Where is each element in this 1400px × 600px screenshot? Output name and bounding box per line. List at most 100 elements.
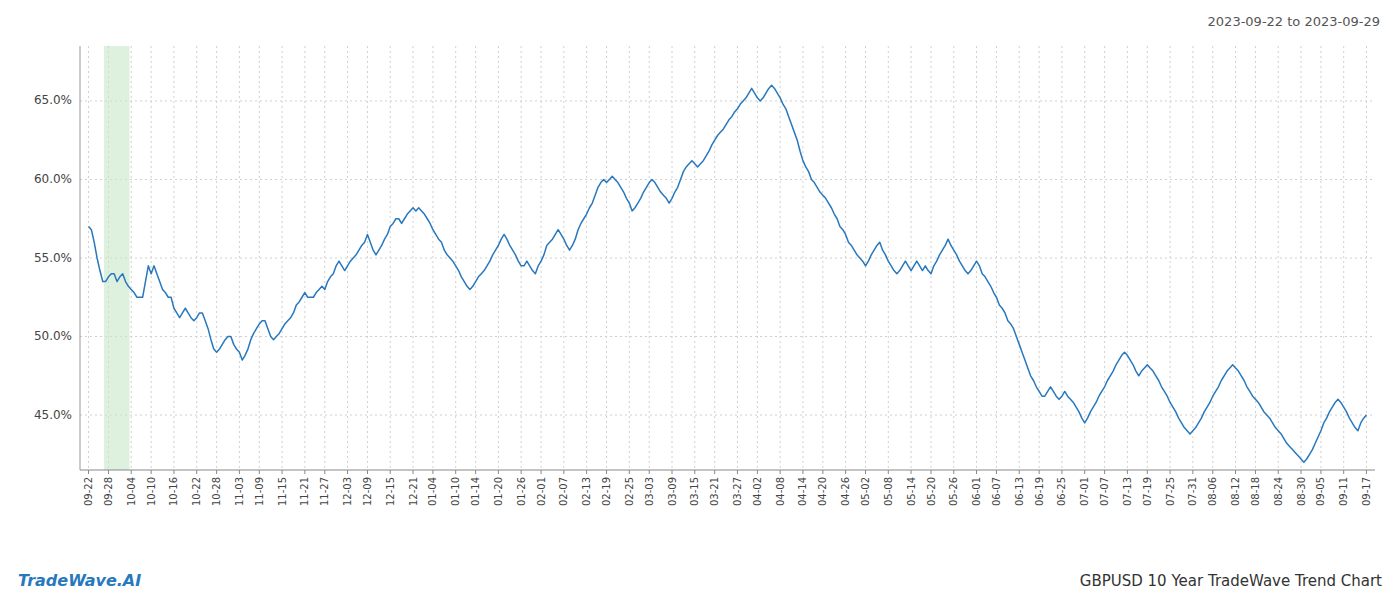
x-tick <box>216 470 217 474</box>
x-tick <box>1235 470 1236 474</box>
x-tick <box>1019 470 1020 474</box>
y-axis-line <box>80 46 81 470</box>
x-tick-label: 12-03 <box>342 477 353 506</box>
x-grid-line <box>629 46 630 470</box>
x-grid-line <box>521 46 522 470</box>
y-grid-line <box>80 258 1375 259</box>
x-grid-line <box>757 46 758 470</box>
x-tick <box>324 470 325 474</box>
x-tick <box>757 470 758 474</box>
x-tick-label: 02-25 <box>624 477 635 506</box>
x-tick <box>1255 470 1256 474</box>
x-grid-line <box>1366 46 1367 470</box>
x-tick-label: 10-22 <box>191 477 202 506</box>
x-tick <box>714 470 715 474</box>
x-grid-line <box>1104 46 1105 470</box>
x-tick <box>780 470 781 474</box>
x-grid-line <box>498 46 499 470</box>
x-tick <box>1104 470 1105 474</box>
x-grid-line <box>347 46 348 470</box>
x-tick-label: 03-15 <box>689 477 700 506</box>
x-tick-label: 07-13 <box>1122 477 1133 506</box>
x-tick-label: 09-17 <box>1361 477 1372 506</box>
x-tick <box>672 470 673 474</box>
x-tick <box>1127 470 1128 474</box>
x-tick-label: 06-25 <box>1056 477 1067 506</box>
x-grid-line <box>802 46 803 470</box>
x-tick <box>108 470 109 474</box>
x-tick-label: 02-13 <box>581 477 592 506</box>
x-tick-label: 09-05 <box>1315 477 1326 506</box>
x-grid-line <box>88 46 89 470</box>
x-tick-label: 05-26 <box>948 477 959 506</box>
x-tick <box>911 470 912 474</box>
x-tick <box>953 470 954 474</box>
x-grid-line <box>780 46 781 470</box>
x-tick-label: 10-16 <box>168 477 179 506</box>
x-tick-label: 01-04 <box>427 477 438 506</box>
x-tick <box>347 470 348 474</box>
x-grid-line <box>1061 46 1062 470</box>
x-grid-line <box>196 46 197 470</box>
highlight-band <box>104 46 130 470</box>
x-tick <box>367 470 368 474</box>
title: 2023-09-22 to 2023-09-29 <box>1208 14 1380 29</box>
x-tick-label: 05-02 <box>860 477 871 506</box>
x-tick-label: 10-28 <box>211 477 222 506</box>
x-tick <box>196 470 197 474</box>
x-tick-label: 03-03 <box>644 477 655 506</box>
x-tick <box>606 470 607 474</box>
x-grid-line <box>996 46 997 470</box>
x-tick <box>931 470 932 474</box>
x-tick <box>1212 470 1213 474</box>
x-tick-label: 05-20 <box>926 477 937 506</box>
x-tick-label: 12-09 <box>362 477 373 506</box>
chart-name-annotation: GBPUSD 10 Year TradeWave Trend Chart <box>1080 572 1382 590</box>
x-tick-label: 08-18 <box>1250 477 1261 506</box>
x-grid-line <box>541 46 542 470</box>
x-tick-label: 06-07 <box>991 477 1002 506</box>
y-tick-label: 65.0% <box>34 93 72 107</box>
x-tick <box>563 470 564 474</box>
x-tick <box>151 470 152 474</box>
x-axis-line <box>80 470 1375 471</box>
x-grid-line <box>390 46 391 470</box>
x-grid-line <box>432 46 433 470</box>
x-grid-line <box>563 46 564 470</box>
x-tick-label: 01-10 <box>450 477 461 506</box>
x-tick-label: 07-19 <box>1142 477 1153 506</box>
x-grid-line <box>1235 46 1236 470</box>
x-tick <box>1343 470 1344 474</box>
x-grid-line <box>1084 46 1085 470</box>
x-tick <box>475 470 476 474</box>
x-grid-line <box>1147 46 1148 470</box>
x-tick <box>521 470 522 474</box>
chart: 45.0%50.0%55.0%60.0%65.0%09-2209-2810-04… <box>0 0 1400 600</box>
x-tick-label: 05-14 <box>906 477 917 506</box>
x-grid-line <box>822 46 823 470</box>
x-grid-line <box>1019 46 1020 470</box>
x-grid-line <box>367 46 368 470</box>
y-grid-line <box>80 415 1375 416</box>
x-tick <box>1192 470 1193 474</box>
x-tick-label: 09-22 <box>83 477 94 506</box>
x-tick-label: 04-08 <box>775 477 786 506</box>
x-tick-label: 03-27 <box>732 477 743 506</box>
x-tick <box>239 470 240 474</box>
x-tick <box>996 470 997 474</box>
x-tick <box>1084 470 1085 474</box>
x-tick-label: 04-26 <box>840 477 851 506</box>
x-grid-line <box>1127 46 1128 470</box>
x-tick <box>259 470 260 474</box>
x-tick-label: 08-24 <box>1273 477 1284 506</box>
x-tick <box>173 470 174 474</box>
x-grid-line <box>324 46 325 470</box>
x-grid-line <box>475 46 476 470</box>
x-tick-label: 04-02 <box>752 477 763 506</box>
x-grid-line <box>953 46 954 470</box>
x-tick-label: 12-15 <box>385 477 396 506</box>
x-tick-label: 02-07 <box>558 477 569 506</box>
x-tick <box>1170 470 1171 474</box>
x-tick-label: 11-27 <box>319 477 330 506</box>
plot-area <box>89 46 1367 470</box>
